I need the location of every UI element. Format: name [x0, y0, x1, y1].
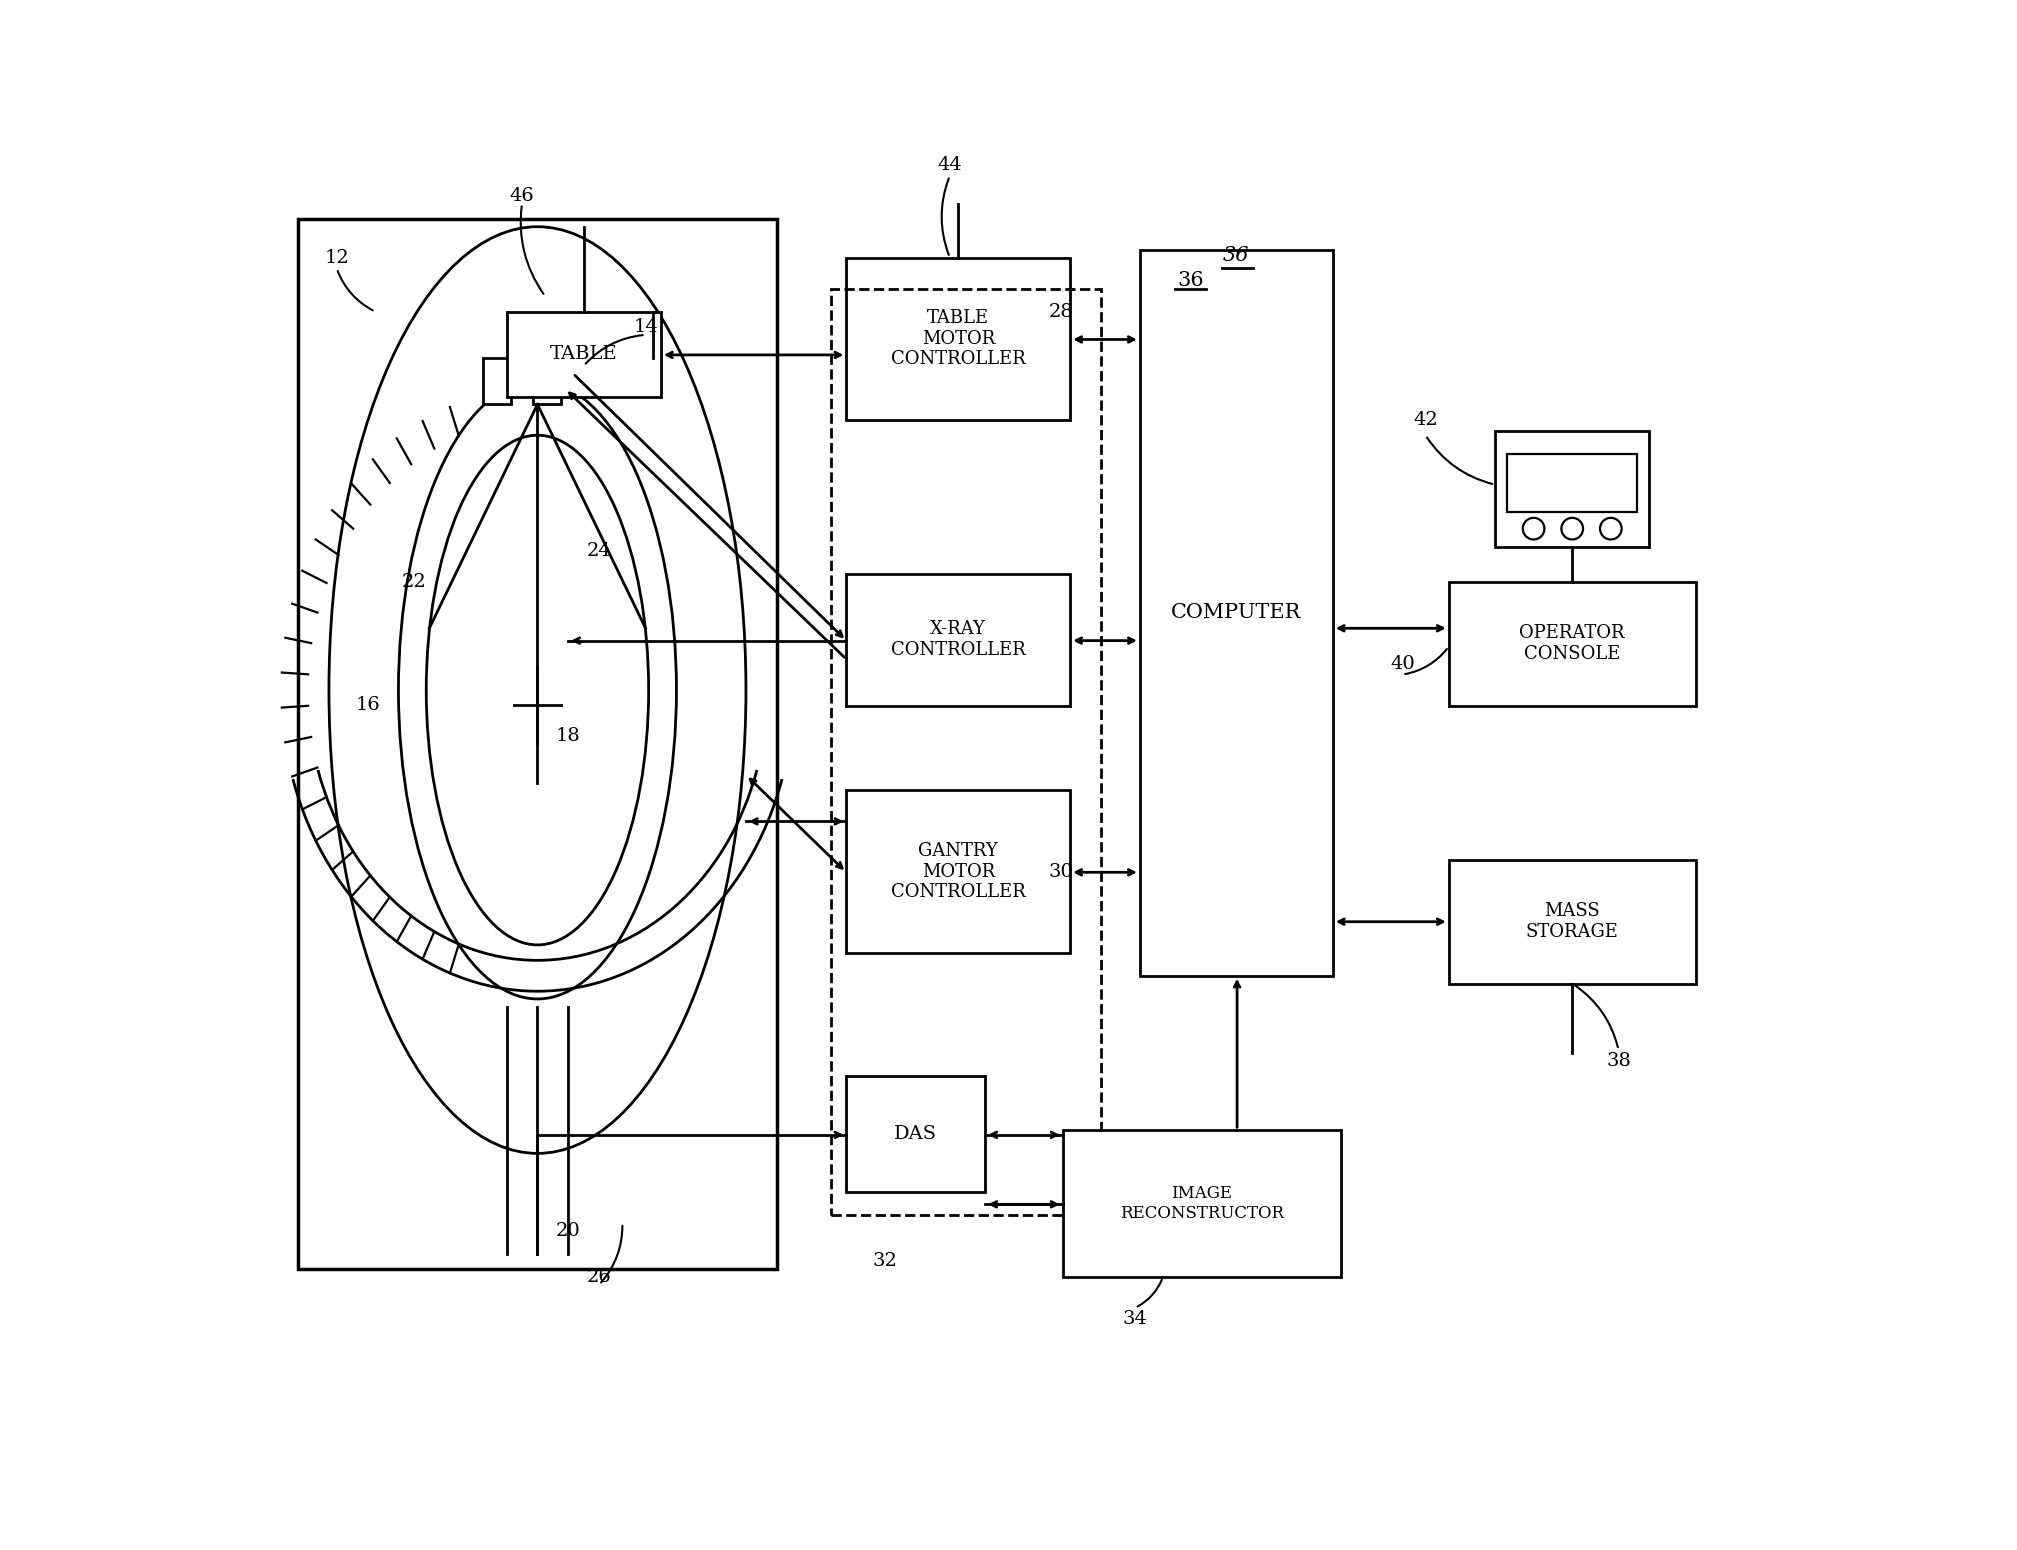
Text: X-RAY
CONTROLLER: X-RAY CONTROLLER: [892, 620, 1027, 659]
Text: 40: 40: [1390, 654, 1414, 673]
Text: 22: 22: [401, 574, 426, 591]
FancyArrowPatch shape: [1428, 437, 1493, 484]
Text: GANTRY
MOTOR
CONTROLLER: GANTRY MOTOR CONTROLLER: [892, 842, 1027, 902]
Text: IMAGE
RECONSTRUCTOR: IMAGE RECONSTRUCTOR: [1119, 1186, 1283, 1221]
Text: 24: 24: [587, 542, 611, 560]
Text: COMPUTER: COMPUTER: [1172, 603, 1301, 623]
Text: TABLE
MOTOR
CONTROLLER: TABLE MOTOR CONTROLLER: [892, 308, 1027, 369]
Bar: [484, 358, 510, 405]
Text: 34: 34: [1123, 1310, 1148, 1328]
FancyArrowPatch shape: [942, 178, 948, 256]
Bar: [847, 790, 1071, 953]
Circle shape: [1561, 518, 1583, 539]
FancyArrowPatch shape: [601, 1226, 623, 1282]
FancyArrowPatch shape: [1138, 1280, 1162, 1307]
Text: OPERATOR
CONSOLE: OPERATOR CONSOLE: [1519, 625, 1626, 663]
Text: 46: 46: [510, 188, 535, 205]
Text: 28: 28: [1049, 302, 1073, 321]
Text: DAS: DAS: [894, 1125, 938, 1142]
Bar: [506, 312, 662, 397]
FancyArrowPatch shape: [585, 335, 643, 364]
Text: 20: 20: [557, 1221, 581, 1240]
Text: 14: 14: [633, 318, 658, 336]
Bar: [847, 1076, 986, 1192]
Text: 18: 18: [557, 727, 581, 746]
Text: TABLE: TABLE: [551, 346, 617, 363]
Bar: [847, 574, 1071, 705]
FancyArrowPatch shape: [337, 271, 373, 310]
Bar: [1063, 1130, 1341, 1277]
Ellipse shape: [426, 436, 649, 946]
Circle shape: [1599, 518, 1622, 539]
Text: 36: 36: [1178, 271, 1204, 290]
FancyArrowPatch shape: [1575, 986, 1618, 1048]
Text: 36: 36: [1222, 246, 1251, 265]
FancyArrowPatch shape: [520, 206, 543, 294]
Bar: [831, 288, 1101, 1215]
Text: 30: 30: [1049, 863, 1073, 882]
Bar: [532, 358, 561, 405]
Bar: [299, 219, 777, 1269]
Text: 42: 42: [1414, 411, 1438, 429]
Bar: [1140, 250, 1333, 976]
FancyArrowPatch shape: [1406, 649, 1446, 674]
Text: 44: 44: [938, 157, 962, 174]
Text: 32: 32: [873, 1252, 898, 1271]
Ellipse shape: [399, 381, 676, 998]
Ellipse shape: [329, 226, 746, 1153]
Text: MASS
STORAGE: MASS STORAGE: [1525, 902, 1620, 941]
Text: 12: 12: [325, 248, 349, 267]
Bar: [510, 370, 532, 392]
Bar: [847, 257, 1071, 420]
Bar: [1507, 454, 1638, 512]
Text: 26: 26: [587, 1268, 611, 1286]
Bar: [1448, 860, 1696, 984]
Bar: [1495, 431, 1650, 547]
Text: 16: 16: [355, 696, 379, 715]
Text: 38: 38: [1606, 1052, 1632, 1070]
Bar: [1448, 581, 1696, 705]
Circle shape: [1523, 518, 1545, 539]
